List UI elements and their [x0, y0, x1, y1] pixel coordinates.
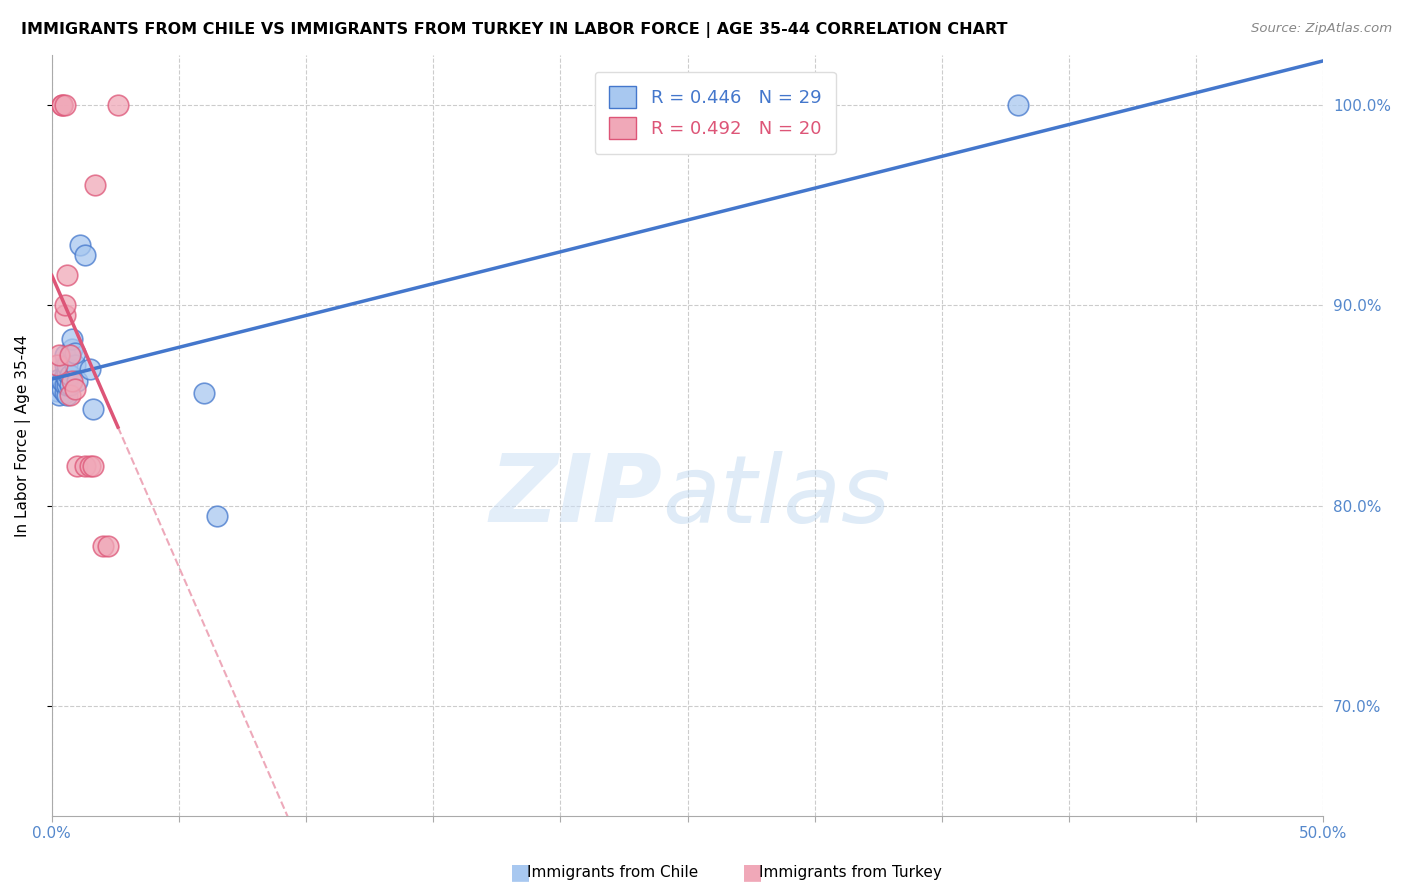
- Point: [53, 309, 76, 323]
- Point: [91, 539, 114, 553]
- Point: [51, 375, 73, 389]
- Text: Immigrants from Chile: Immigrants from Chile: [527, 865, 699, 880]
- Point: [63, 346, 86, 360]
- Text: ZIP: ZIP: [489, 450, 662, 542]
- Point: [48, 388, 70, 402]
- Point: [56, 372, 79, 386]
- Point: [53, 98, 76, 112]
- Point: [73, 458, 96, 473]
- Text: Immigrants from Turkey: Immigrants from Turkey: [759, 865, 942, 880]
- Point: [69, 238, 91, 252]
- Point: [45, 384, 67, 399]
- Point: [51, 98, 73, 112]
- Point: [56, 388, 79, 402]
- Point: [59, 368, 82, 383]
- Point: [60, 343, 83, 357]
- Point: [205, 508, 228, 523]
- Point: [45, 359, 67, 373]
- Point: [56, 359, 79, 373]
- Text: ■: ■: [510, 863, 530, 882]
- Y-axis label: In Labor Force | Age 35-44: In Labor Force | Age 35-44: [15, 334, 31, 537]
- Point: [60, 375, 83, 389]
- Point: [51, 383, 73, 397]
- Point: [53, 386, 76, 401]
- Point: [97, 539, 120, 553]
- Point: [79, 458, 101, 473]
- Point: [73, 248, 96, 262]
- Point: [66, 375, 89, 389]
- Point: [107, 98, 129, 112]
- Point: [193, 386, 215, 401]
- Point: [56, 367, 79, 381]
- Point: [53, 348, 76, 362]
- Text: ■: ■: [742, 863, 762, 882]
- Point: [66, 458, 89, 473]
- Point: [82, 402, 104, 417]
- Text: Source: ZipAtlas.com: Source: ZipAtlas.com: [1251, 22, 1392, 36]
- Point: [56, 378, 79, 392]
- Point: [82, 458, 104, 473]
- Point: [84, 178, 107, 193]
- Point: [59, 348, 82, 362]
- Point: [59, 388, 82, 402]
- Point: [63, 383, 86, 397]
- Point: [51, 98, 73, 112]
- Point: [48, 348, 70, 362]
- Text: IMMIGRANTS FROM CHILE VS IMMIGRANTS FROM TURKEY IN LABOR FORCE | AGE 35-44 CORRE: IMMIGRANTS FROM CHILE VS IMMIGRANTS FROM…: [21, 22, 1008, 38]
- Point: [63, 359, 86, 373]
- Point: [53, 378, 76, 392]
- Point: [53, 298, 76, 312]
- Point: [79, 362, 101, 376]
- Point: [53, 359, 76, 373]
- Point: [59, 378, 82, 392]
- Point: [53, 368, 76, 383]
- Point: [56, 268, 79, 283]
- Point: [48, 372, 70, 386]
- Point: [1007, 98, 1029, 112]
- Point: [60, 333, 83, 347]
- Text: atlas: atlas: [662, 450, 890, 541]
- Legend: R = 0.446   N = 29, R = 0.492   N = 20: R = 0.446 N = 29, R = 0.492 N = 20: [595, 71, 837, 153]
